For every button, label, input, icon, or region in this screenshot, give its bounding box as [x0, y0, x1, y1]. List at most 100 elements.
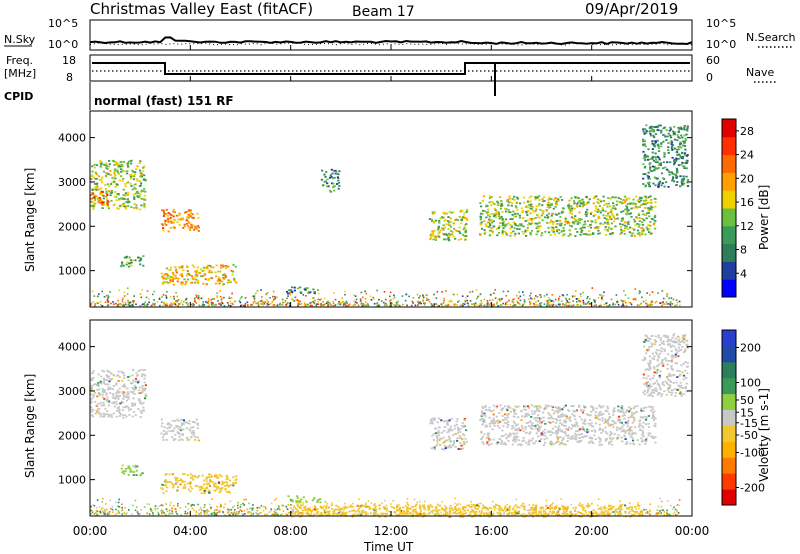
velocity-echo-cell-0-148: [108, 380, 111, 383]
power-echo-cell-8-638: [630, 234, 633, 237]
power-ground-cell-696: [516, 300, 519, 303]
velocity-echo-cell-6-90: [520, 443, 523, 446]
velocity-echo-cell-7-54: [665, 393, 668, 396]
power-echo-cell-8-646: [592, 232, 595, 235]
velocity-echo-cell-8-240: [564, 507, 567, 510]
velocity-echo-cell-6-776: [573, 414, 576, 417]
power-echo-cell-8-538: [617, 197, 620, 199]
power-echo-cell-4-81: [229, 280, 232, 283]
velocity-echo-cell-6-446: [558, 409, 562, 412]
power-echo-cell-8-22: [594, 209, 597, 212]
velocity-echo-cell-6-528: [485, 436, 488, 439]
power-echo-cell-8-466: [593, 195, 596, 198]
power-ground-cell-145: [211, 304, 213, 306]
power-echo-cell-8-604: [518, 228, 521, 231]
velocity-echo-cell-8-226: [351, 505, 354, 508]
velocity-echo-cell-7-209: [671, 374, 674, 377]
velocity-echo-cell-5-41: [433, 448, 436, 450]
power-ground-cell-130: [423, 302, 425, 304]
velocity-echo-cell-7-176: [683, 335, 686, 338]
velocity-echo-cell-6-549: [517, 439, 520, 442]
power-echo-cell-8-75: [622, 199, 625, 201]
velocity-echo-cell-0-181: [115, 382, 118, 385]
power-echo-cell-0-281: [118, 197, 121, 200]
power-echo-cell-4-7: [209, 266, 213, 269]
velocity-echo-cell-6-319: [632, 407, 635, 410]
power-ground-cell-311: [536, 304, 538, 306]
velocity-echo-cell-0-244: [139, 416, 142, 418]
power-echo-cell-8-429: [504, 218, 508, 221]
power-ground-cell-795: [607, 304, 610, 307]
velocity-echo-cell-7-163: [668, 343, 671, 345]
power-echo-cell-2-40: [175, 214, 179, 217]
power-echo-cell-8-197: [511, 198, 514, 200]
velocity-echo-cell-5-96: [459, 442, 462, 444]
velocity-echo-cell-6-344: [528, 439, 531, 442]
velocity-echo-cell-6-744: [533, 410, 537, 413]
power-echo-cell-0-148: [143, 194, 146, 197]
power-ground-cell-540: [230, 297, 233, 299]
power-echo-cell-6-7: [304, 287, 307, 290]
power-echo-cell-9-80: [669, 126, 672, 129]
velocity-echo-cell-6-27: [550, 417, 553, 419]
power-echo-cell-8-200: [521, 230, 524, 233]
velocity-echo-cell-8-242: [517, 512, 520, 515]
power-echo-cell-7-82: [434, 237, 437, 240]
power-ground-cell-342: [210, 299, 212, 301]
velocity-echo-cell-6-238: [645, 416, 648, 418]
power-ground-cell-629: [334, 304, 337, 306]
velocity-echo-cell-6-668: [589, 419, 592, 421]
power-echo-cell-4-164: [202, 269, 205, 272]
velocity-echo-cell-7-204: [661, 381, 664, 384]
power-echo-cell-0-188: [116, 169, 119, 172]
power-echo-cell-2-83: [192, 216, 195, 219]
power-ground-cell-248: [272, 290, 275, 293]
velocity-echo-cell-0-234: [114, 397, 117, 400]
velocity-echo-cell-6-376: [514, 405, 517, 408]
power-echo-cell-8-397: [638, 201, 641, 203]
power-ground-cell-859: [250, 304, 252, 306]
power-echo-cell-0-2: [102, 204, 105, 206]
velocity-echo-cell-7-96: [674, 362, 677, 364]
velocity-echo-cell-1-24: [160, 425, 163, 428]
power-echo-cell-8-682: [568, 221, 571, 224]
velocity-echo-cell-6-410: [564, 420, 568, 423]
power-echo-cell-0-190: [142, 179, 145, 181]
power-echo-cell-0-187: [91, 174, 94, 177]
power-echo-cell-7-59: [447, 236, 450, 238]
power-ground-cell-170: [579, 293, 582, 295]
power-echo-cell-5-21: [323, 173, 326, 176]
power-ground-cell-446: [422, 296, 425, 299]
power-ground-cell-172: [262, 303, 264, 306]
power-echo-cell-0-212: [112, 176, 115, 179]
power-echo-cell-4-65: [223, 273, 226, 275]
power-echo-cell-8-635: [644, 233, 647, 236]
power-echo-cell-8-748: [648, 228, 651, 230]
velocity-echo-cell-6-766: [642, 426, 645, 429]
power-ground-cell-624: [502, 302, 504, 305]
velocity-echo-cell-7-58: [651, 395, 654, 398]
power-echo-cell-8-718: [557, 199, 560, 202]
power-echo-cell-9-77: [681, 184, 684, 186]
power-ground-cell-340: [433, 293, 435, 296]
velocity-echo-cell-3-21: [189, 481, 192, 483]
velocity-echo-cell-6-129: [638, 443, 641, 446]
power-echo-cell-9-207: [658, 182, 661, 184]
velocity-echo-cell-6-373: [589, 414, 592, 416]
power-ground-cell-515: [645, 299, 647, 302]
velocity-echo-cell-3-100: [173, 483, 176, 486]
power-echo-cell-4-143: [199, 268, 202, 271]
velocity-echo-cell-0-5: [137, 408, 140, 410]
power-echo-cell-8-492: [567, 235, 570, 237]
velocity-echo-cell-7-234: [665, 382, 669, 384]
power-ground-cell-562: [354, 295, 357, 297]
velocity-echo-cell-6-113: [507, 434, 510, 437]
power-echo-cell-9-203: [673, 158, 676, 161]
velocity-echo-cell-7-228: [674, 341, 677, 344]
velocity-echo-cell-7-129: [654, 335, 657, 338]
power-echo-cell-8-443: [489, 195, 492, 198]
power-echo-cell-8-43: [499, 222, 502, 224]
velocity-echo-cell-6-546: [642, 407, 645, 409]
power-echo-cell-4-51: [193, 281, 197, 284]
power-echo-cell-8-773: [519, 223, 522, 225]
